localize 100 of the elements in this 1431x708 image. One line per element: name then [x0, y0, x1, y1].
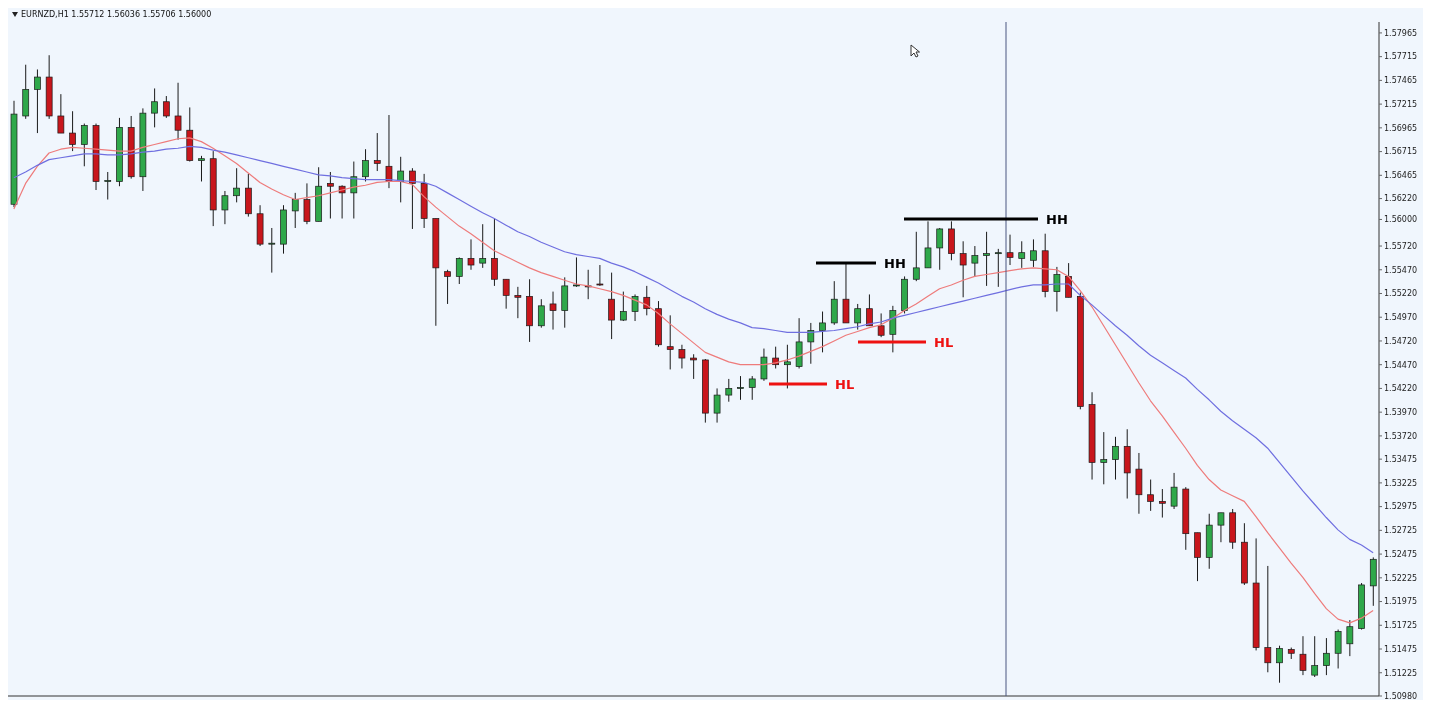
y-tick-label: 1.56715 [1384, 147, 1418, 157]
candlestick [151, 87, 158, 128]
y-tick-label: 1.55720 [1384, 241, 1418, 251]
y-tick-label: 1.56465 [1384, 171, 1418, 181]
candlestick [385, 114, 393, 189]
y-tick-label: 1.53720 [1384, 431, 1418, 441]
y-tick-label: 1.54970 [1384, 313, 1418, 323]
candlestick [1323, 637, 1330, 676]
y-tick-label: 1.51725 [1384, 621, 1418, 631]
y-tick-label: 1.53475 [1384, 454, 1418, 464]
candlestick [350, 161, 358, 219]
candlestick [666, 314, 674, 370]
candlestick [737, 375, 744, 401]
candlestick [1100, 431, 1108, 485]
y-tick-label: 1.56000 [1384, 215, 1418, 225]
candlestick [584, 269, 592, 300]
candlestick [537, 298, 545, 329]
candlestick [549, 291, 557, 331]
candlestick [713, 387, 721, 424]
candlestick [760, 348, 768, 382]
candlestick [1112, 436, 1119, 481]
y-tick-label: 1.57715 [1384, 52, 1418, 62]
candlestick [842, 262, 850, 324]
candlestick [233, 167, 240, 203]
y-tick-label: 1.50980 [1384, 691, 1418, 701]
candlestick [221, 190, 229, 225]
candlestick [362, 148, 369, 182]
annotation: HH [1046, 212, 1068, 227]
y-tick-label: 1.51225 [1384, 668, 1418, 678]
candlestick [608, 272, 615, 340]
y-tick-label: 1.52225 [1384, 573, 1418, 583]
candlestick [303, 182, 311, 225]
candlestick [924, 220, 932, 269]
annotation: HH [884, 256, 906, 271]
candlestick [57, 93, 65, 134]
candlestick [1276, 645, 1283, 684]
candlestick [1346, 619, 1354, 657]
candlestick [725, 378, 733, 403]
annotation: HL [835, 377, 855, 392]
candlestick [291, 192, 299, 229]
candlestick [596, 264, 604, 287]
candlestick [104, 171, 112, 201]
candlestick [80, 123, 88, 167]
candlestick [198, 155, 205, 182]
y-tick-label: 1.53225 [1384, 478, 1418, 488]
candlestick [1006, 234, 1014, 266]
y-tick-label: 1.57965 [1384, 28, 1418, 38]
y-tick-label: 1.57215 [1384, 99, 1418, 109]
candlestick [854, 303, 862, 331]
candlestick [678, 344, 686, 369]
candlestick [455, 256, 463, 285]
candlestick [174, 82, 182, 141]
y-tick-label: 1.54220 [1384, 384, 1418, 394]
candlestick [983, 231, 990, 287]
candlestick [1264, 565, 1272, 673]
y-tick-label: 1.52725 [1384, 526, 1418, 536]
candlestick [1334, 629, 1342, 669]
candlestick [971, 245, 979, 277]
candlestick [643, 285, 651, 316]
candlestick [502, 278, 510, 310]
y-tick-label: 1.56965 [1384, 123, 1418, 133]
candlestick [748, 375, 756, 401]
candlestick [1299, 635, 1307, 676]
candlestick [1018, 240, 1026, 269]
chart-title: EURNZD,H1 1.55712 1.56036 1.55706 1.56000 [21, 10, 212, 19]
candlestick [34, 68, 41, 134]
candlestick [959, 240, 967, 298]
line-series [13, 145, 1374, 554]
candlestick [1170, 472, 1178, 510]
candlestick [619, 291, 627, 322]
line-series [13, 137, 1374, 624]
candlestick [877, 312, 885, 338]
y-tick-label: 1.52975 [1384, 502, 1418, 512]
annotation: HL [934, 335, 954, 350]
candlestick [1053, 266, 1061, 313]
candlestick [162, 95, 170, 119]
y-tick-label: 1.52475 [1384, 549, 1418, 559]
y-tick-label: 1.54470 [1384, 360, 1418, 370]
candlestick [912, 231, 920, 282]
candlestick [830, 280, 838, 326]
y-tick-label: 1.51975 [1384, 597, 1418, 607]
candlestick [397, 156, 405, 203]
candlestick [690, 353, 697, 380]
y-tick-label: 1.56220 [1384, 194, 1418, 204]
y-tick-label: 1.51475 [1384, 644, 1418, 654]
candlestick [807, 322, 815, 365]
candlestick [514, 286, 522, 319]
candlestick [409, 167, 416, 230]
candlestick [994, 248, 1002, 288]
candlestick [1217, 512, 1225, 543]
candlestick [1147, 479, 1154, 512]
y-tick-label: 1.55470 [1384, 265, 1418, 275]
candlestick [573, 256, 580, 288]
y-tick-label: 1.54720 [1384, 336, 1418, 346]
candlestick [1159, 488, 1166, 519]
candlestick [444, 269, 451, 305]
y-tick-label: 1.53970 [1384, 408, 1418, 417]
candlestick [889, 305, 897, 353]
candlestick [479, 223, 487, 269]
candlestick [69, 110, 76, 152]
